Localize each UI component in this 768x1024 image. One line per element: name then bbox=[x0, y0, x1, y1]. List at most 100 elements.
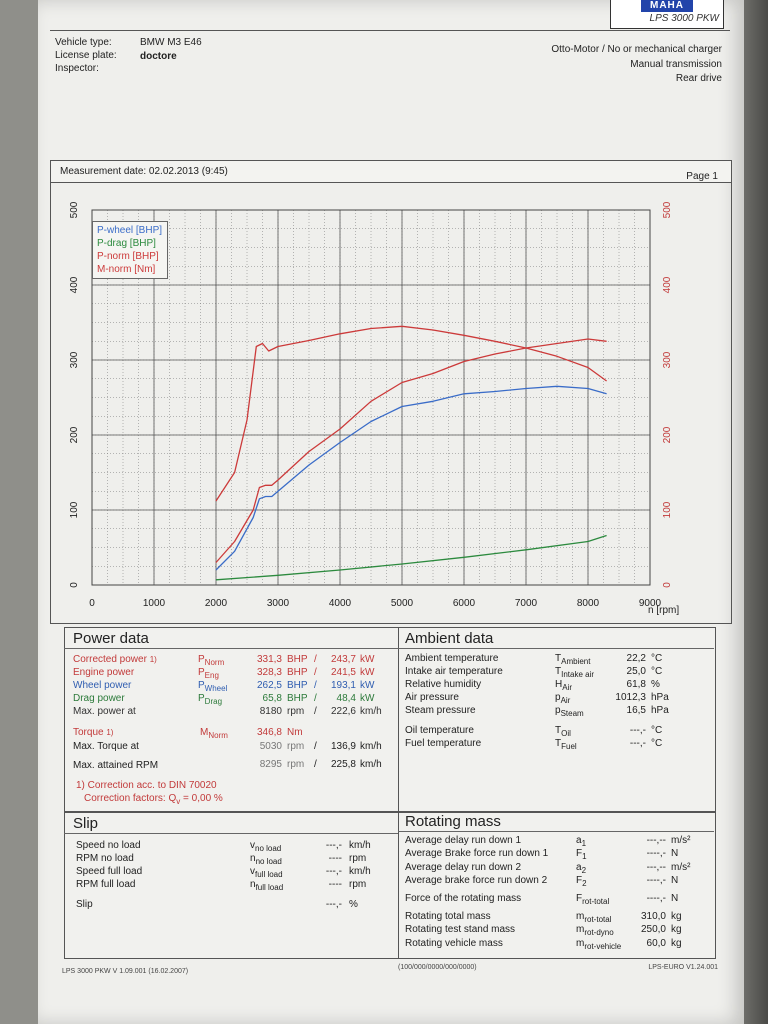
power-row-value-2: 193,1 bbox=[330, 680, 356, 691]
drive-info: Rear drive bbox=[675, 73, 722, 84]
slip-row-label: RPM no load bbox=[76, 853, 134, 864]
power-row-value: 262,5 bbox=[256, 680, 282, 691]
footer-software: LPS 3000 PKW V 1.09.001 (16.02.2007) bbox=[62, 968, 189, 975]
engine-info: Otto-Motor / No or mechanical charger bbox=[551, 44, 722, 55]
max-rpm-unit: rpm bbox=[287, 759, 305, 770]
max-torque-label: Max. Torque at bbox=[73, 741, 139, 752]
rotating-row-value: ---,-- bbox=[646, 862, 666, 873]
max-torque-rpm: 5030 bbox=[259, 741, 282, 752]
page-number: Page 1 bbox=[686, 171, 718, 182]
transmission-info: Manual transmission bbox=[630, 59, 722, 70]
ambient-row-unit: °C bbox=[651, 725, 663, 736]
power-row-unit: rpm bbox=[287, 706, 305, 717]
power-row-symbol: PWheel bbox=[198, 680, 228, 693]
torque-value: 346,8 bbox=[256, 727, 282, 738]
torque-label: Torque 1) bbox=[73, 727, 114, 738]
power-row-value-2: 243,7 bbox=[330, 654, 356, 665]
rotating-row-unit: kg bbox=[671, 911, 682, 922]
ambient-row-value: 61,8 bbox=[626, 679, 646, 690]
max-torque-rpm-unit: rpm bbox=[287, 741, 305, 752]
slip-row-label: Speed no load bbox=[76, 840, 141, 851]
logo-mark: MAHA bbox=[641, 0, 693, 12]
power-row-sep: / bbox=[314, 680, 317, 691]
vehicle-type-value: BMW M3 E46 bbox=[140, 37, 202, 48]
rotating-row-symbol: a1 bbox=[576, 835, 587, 848]
power-row-sep: / bbox=[314, 667, 317, 678]
ambient-row-symbol: pSteam bbox=[555, 705, 584, 718]
legend-entry: P-drag [BHP] bbox=[97, 238, 156, 249]
rotating-row-unit: kg bbox=[671, 938, 682, 949]
license-plate-label: License plate: bbox=[55, 50, 117, 61]
ambient-row-symbol: TFuel bbox=[555, 738, 577, 751]
rotating-row-value: 310,0 bbox=[640, 911, 666, 922]
ambient-row-symbol: TAmbient bbox=[555, 653, 591, 666]
torque-symbol: MNorm bbox=[200, 727, 228, 740]
rotating-row-symbol: F1 bbox=[576, 848, 587, 861]
max-torque-sep: / bbox=[314, 741, 317, 752]
ambient-row-unit: % bbox=[651, 679, 660, 690]
slip-row-symbol: nfull load bbox=[250, 879, 284, 892]
vehicle-type-label: Vehicle type: bbox=[55, 37, 112, 48]
rotating-row-label: Force of the rotating mass bbox=[405, 893, 522, 904]
rotating-row-label: Average Brake force run down 1 bbox=[405, 848, 549, 859]
rotating-mass-title: Rotating mass bbox=[405, 813, 501, 830]
rotating-row-symbol: Frot-total bbox=[576, 893, 610, 906]
power-row-unit: BHP bbox=[287, 654, 308, 665]
power-row-symbol: PEng bbox=[198, 667, 219, 680]
power-row-label: Corrected power 1) bbox=[73, 654, 157, 665]
power-row-symbol: PNorm bbox=[198, 654, 225, 667]
rotating-row-unit: m/s² bbox=[671, 835, 691, 846]
slip-row-value: ---- bbox=[328, 879, 342, 890]
power-row-label: Max. power at bbox=[73, 706, 136, 717]
slip-row-label: Speed full load bbox=[76, 866, 143, 877]
rotating-row-label: Average delay run down 1 bbox=[405, 835, 522, 846]
rotating-row-unit: N bbox=[671, 893, 679, 904]
rotating-row-label: Rotating vehicle mass bbox=[405, 938, 503, 949]
power-row-sep: / bbox=[314, 693, 317, 704]
rotating-row-value: ----,- bbox=[646, 893, 666, 904]
ambient-row-unit: °C bbox=[651, 666, 663, 677]
ambient-row-symbol: TIntake air bbox=[555, 666, 595, 679]
rotating-mass-panel bbox=[398, 812, 716, 959]
header-section bbox=[50, 30, 730, 159]
rotating-row-label: Average brake force run down 2 bbox=[405, 875, 548, 886]
maha-logo: MAHA LPS 3000 PKW bbox=[610, 0, 724, 29]
power-data-title: Power data bbox=[73, 630, 149, 647]
rotating-row-value: ---,-- bbox=[646, 835, 666, 846]
slip-row-symbol: vno load bbox=[250, 840, 282, 853]
rotating-row-symbol: mrot-vehicle bbox=[576, 938, 622, 951]
inspector-label: Inspector: bbox=[55, 63, 99, 74]
slip-row-value: ---,- bbox=[325, 840, 342, 851]
ambient-row-symbol: HAir bbox=[555, 679, 573, 692]
power-row-value-2: 241,5 bbox=[330, 667, 356, 678]
rotating-row-symbol: mrot-dyno bbox=[576, 924, 614, 937]
rotating-row-label: Average delay run down 2 bbox=[405, 862, 522, 873]
ambient-row-value: ---,- bbox=[629, 725, 646, 736]
power-row-value-2: 48,4 bbox=[336, 693, 356, 704]
ambient-data-panel bbox=[398, 627, 716, 812]
legend-entry: M-norm [Nm] bbox=[97, 264, 156, 275]
power-row-unit-2: kW bbox=[360, 667, 375, 678]
ambient-row-label: Intake air temperature bbox=[405, 666, 503, 677]
max-torque-speed: 136,9 bbox=[330, 741, 356, 752]
power-row-sep: / bbox=[314, 654, 317, 665]
power-row-label: Engine power bbox=[73, 667, 135, 678]
max-rpm-sep: / bbox=[314, 759, 317, 770]
rotating-row-symbol: mrot-total bbox=[576, 911, 612, 924]
paper-edge-shadow bbox=[744, 0, 768, 1024]
torque-unit: Nm bbox=[287, 727, 303, 738]
divider bbox=[398, 648, 714, 649]
ambient-row-unit: hPa bbox=[651, 705, 669, 716]
rotating-row-unit: kg bbox=[671, 924, 682, 935]
chart-legend: P-wheel [BHP] P-drag [BHP] P-norm [BHP] … bbox=[92, 221, 168, 279]
power-row-unit-2: kW bbox=[360, 693, 375, 704]
ambient-row-value: ---,- bbox=[629, 738, 646, 749]
slip-row-value: ---,- bbox=[325, 866, 342, 877]
power-row-value: 8180 bbox=[259, 706, 282, 717]
slip-row-value: ---,- bbox=[325, 899, 342, 910]
ambient-row-unit: °C bbox=[651, 653, 663, 664]
slip-row-symbol: nno load bbox=[250, 853, 282, 866]
footer-code: (100/000/0000/000/0000) bbox=[398, 964, 477, 971]
license-plate-value: doctore bbox=[140, 51, 177, 62]
power-row-value: 65,8 bbox=[262, 693, 282, 704]
